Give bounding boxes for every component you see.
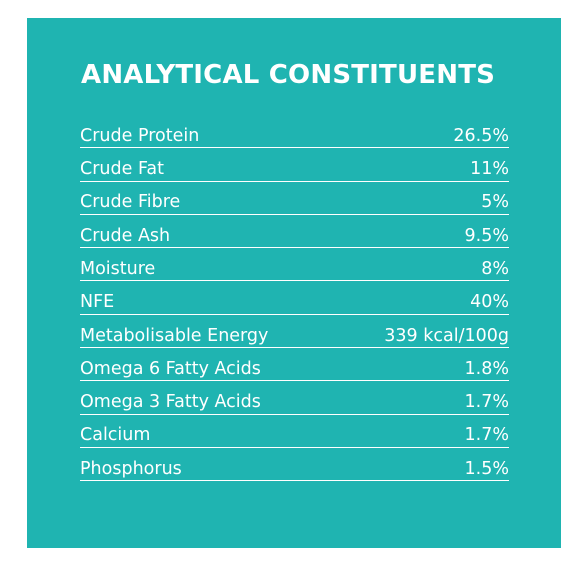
row-value: 5%	[481, 192, 509, 213]
table-row: Crude Protein 26.5%	[80, 115, 509, 149]
row-label: Crude Fibre	[80, 192, 181, 213]
row-label: Omega 3 Fatty Acids	[80, 392, 261, 413]
row-label: Crude Fat	[80, 159, 164, 180]
row-value: 339 kcal/100g	[384, 325, 509, 346]
table-row: Omega 3 Fatty Acids 1.7%	[80, 381, 509, 415]
table-row: Crude Ash 9.5%	[80, 215, 509, 249]
analytical-constituents-panel: ANALYTICAL CONSTITUENTS Crude Protein 26…	[27, 18, 561, 548]
constituents-table: Crude Protein 26.5% Crude Fat 11% Crude …	[80, 115, 509, 482]
row-value: 1.7%	[464, 425, 509, 446]
row-value: 1.5%	[464, 458, 509, 479]
table-row: Moisture 8%	[80, 248, 509, 282]
panel-title: ANALYTICAL CONSTITUENTS	[81, 60, 496, 90]
row-value: 40%	[470, 292, 509, 313]
table-row: Crude Fibre 5%	[80, 182, 509, 215]
row-value: 26.5%	[453, 125, 509, 146]
table-row: Omega 6 Fatty Acids 1.8%	[80, 348, 509, 382]
row-label: Metabolisable Energy	[80, 325, 269, 346]
row-value: 11%	[470, 159, 509, 180]
row-label: Phosphorus	[80, 458, 182, 479]
table-row: Metabolisable Energy 339 kcal/100g	[80, 315, 509, 349]
table-row: Crude Fat 11%	[80, 148, 509, 182]
row-label: Moisture	[80, 258, 156, 279]
row-value: 9.5%	[464, 225, 509, 246]
row-label: Calcium	[80, 425, 151, 446]
row-label: Crude Ash	[80, 225, 171, 246]
table-row: Calcium 1.7%	[80, 415, 509, 448]
row-value: 1.8%	[464, 358, 509, 379]
table-row: Phosphorus 1.5%	[80, 448, 509, 482]
row-value: 8%	[481, 258, 509, 279]
row-value: 1.7%	[464, 392, 509, 413]
row-label: NFE	[80, 292, 115, 313]
row-label: Omega 6 Fatty Acids	[80, 358, 261, 379]
row-label: Crude Protein	[80, 125, 200, 146]
table-row: NFE 40%	[80, 281, 509, 315]
